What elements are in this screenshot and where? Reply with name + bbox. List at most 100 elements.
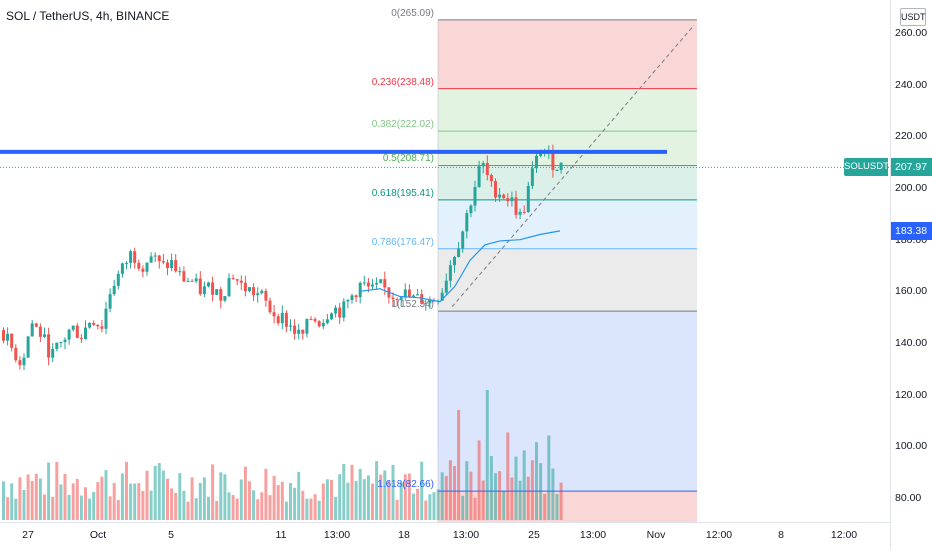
candle-body bbox=[555, 170, 559, 172]
candle-body bbox=[75, 325, 79, 338]
fib-zone bbox=[438, 19, 697, 89]
price-tick-label: 120.00 bbox=[895, 388, 928, 401]
candle-body bbox=[38, 326, 42, 337]
volume-bar bbox=[10, 483, 14, 520]
volume-bar bbox=[149, 490, 153, 520]
candle-body bbox=[502, 194, 506, 199]
volume-bar bbox=[350, 464, 354, 520]
candle-body bbox=[518, 211, 522, 215]
price-tick-label: 220.00 bbox=[895, 130, 928, 143]
volume-bar bbox=[223, 474, 227, 520]
volume-bar bbox=[129, 483, 133, 520]
candle-body bbox=[444, 280, 448, 293]
candle-body bbox=[481, 162, 485, 167]
fib-level-label: 1(152.34) bbox=[391, 299, 434, 311]
candle-body bbox=[92, 322, 96, 325]
time-tick-label: 13:00 bbox=[323, 529, 351, 541]
volume-bar bbox=[284, 501, 288, 520]
candle-body bbox=[317, 321, 321, 327]
candle-body bbox=[190, 280, 194, 282]
price-tick-label: 260.00 bbox=[895, 27, 928, 39]
candle-body bbox=[264, 290, 268, 301]
volume-bar bbox=[6, 497, 10, 520]
candle-body bbox=[272, 312, 276, 317]
volume-bar bbox=[96, 482, 100, 520]
candle-body bbox=[420, 294, 424, 304]
candle-body bbox=[293, 325, 297, 334]
volume-bar bbox=[403, 474, 407, 520]
volume-bar bbox=[14, 498, 18, 520]
volume-bar bbox=[506, 432, 510, 520]
candle-body bbox=[161, 261, 165, 263]
volume-bar bbox=[47, 462, 51, 520]
symbol-title[interactable]: SOL / TetherUS, 4h, BINANCE bbox=[6, 9, 170, 23]
candle-body bbox=[301, 329, 305, 334]
volume-bar bbox=[420, 461, 424, 520]
candle-body bbox=[514, 197, 518, 215]
candle-body bbox=[63, 339, 67, 342]
volume-bar bbox=[145, 470, 149, 520]
volume-bar bbox=[325, 479, 329, 520]
time-tick-label: 8 bbox=[778, 529, 784, 541]
fib-level-label: 1.618(82.66) bbox=[377, 479, 434, 491]
candle-body bbox=[297, 329, 301, 334]
volume-bar bbox=[186, 501, 190, 520]
price-axis[interactable]: 260.00240.00220.00200.00180.00160.00140.… bbox=[890, 0, 932, 550]
candle-body bbox=[186, 280, 190, 282]
volume-bar bbox=[75, 479, 79, 520]
candle-body bbox=[522, 211, 526, 213]
volume-bar bbox=[387, 480, 391, 520]
candle-body bbox=[325, 319, 329, 324]
time-tick-label: Nov bbox=[646, 529, 666, 541]
volume-bar bbox=[157, 463, 161, 520]
volume-bar bbox=[153, 465, 157, 520]
candle-body bbox=[10, 333, 14, 348]
volume-bar bbox=[559, 482, 563, 520]
candle-body bbox=[174, 260, 178, 272]
candle-body bbox=[145, 262, 149, 272]
volume-bar bbox=[227, 492, 231, 520]
volume-bar bbox=[59, 484, 63, 520]
currency-button[interactable]: USDT bbox=[900, 8, 926, 26]
volume-bar bbox=[301, 490, 305, 520]
candle-body bbox=[539, 153, 543, 156]
candle-body bbox=[535, 155, 538, 169]
fib-level-label: 0.786(176.47) bbox=[371, 236, 434, 248]
volume-bar bbox=[30, 481, 34, 520]
volume-bar bbox=[522, 450, 526, 520]
volume-bar bbox=[485, 390, 489, 520]
candle-body bbox=[166, 262, 169, 269]
volume-bar bbox=[535, 442, 538, 520]
volume-bar bbox=[120, 473, 124, 520]
candle-body bbox=[71, 325, 75, 330]
volume-bar bbox=[440, 472, 444, 520]
candle-body bbox=[366, 282, 370, 287]
volume-bar bbox=[362, 479, 366, 520]
volume-bar bbox=[551, 468, 555, 520]
volume-bar bbox=[498, 471, 502, 520]
candle-body bbox=[194, 278, 198, 282]
volume-bar bbox=[190, 477, 194, 520]
candle-body bbox=[22, 357, 26, 366]
volume-bar bbox=[239, 479, 243, 520]
candle-body bbox=[399, 297, 403, 300]
volume-bar bbox=[2, 481, 5, 520]
candle-body bbox=[338, 307, 342, 318]
time-tick-label: 11 bbox=[275, 529, 287, 541]
volume-bar bbox=[317, 500, 321, 520]
fib-zone bbox=[438, 248, 697, 312]
volume-bar bbox=[448, 460, 452, 520]
candle-body bbox=[448, 265, 452, 281]
moving-average-line[interactable] bbox=[359, 230, 561, 303]
candle-body bbox=[26, 336, 30, 358]
chart-canvas[interactable] bbox=[0, 0, 890, 522]
volume-bar bbox=[252, 490, 256, 520]
chart-area[interactable]: SOL / TetherUS, 4h, BINANCE 0(265.09) 0.2… bbox=[0, 0, 890, 522]
time-axis[interactable]: 27 Oct 5 11 13:00 18 13:00 25 13:00 Nov 12:00 8 12:0… bbox=[0, 522, 890, 551]
volume-bar bbox=[248, 481, 251, 520]
candle-body bbox=[526, 185, 530, 213]
fib-trend-line[interactable] bbox=[451, 24, 695, 308]
price-tick-label: 100.00 bbox=[895, 440, 928, 453]
price-tag: 207.97 bbox=[891, 158, 932, 177]
fib-level-label: 0.5(208.71) bbox=[382, 153, 434, 165]
